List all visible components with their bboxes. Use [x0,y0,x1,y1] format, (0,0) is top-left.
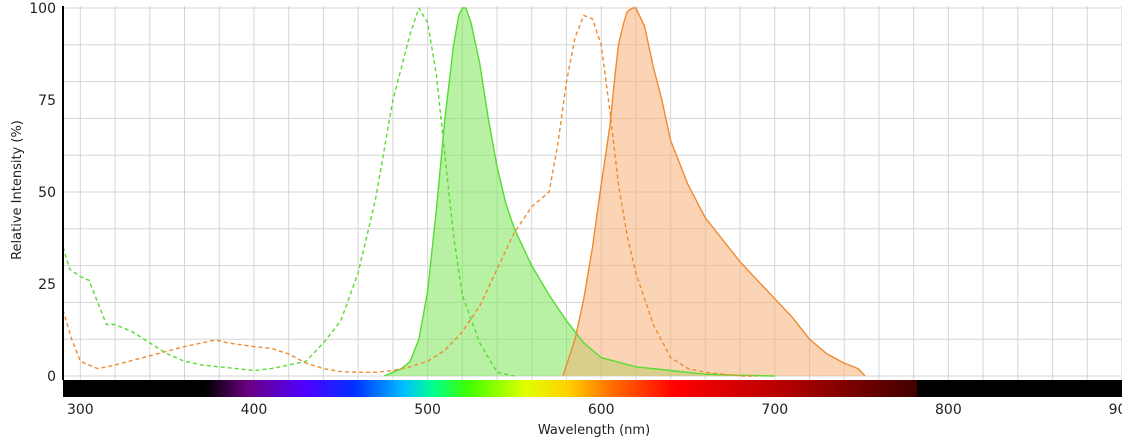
tick-labels: 300 400 500 600 700 800 900 0 25 50 75 100 [29,1,1122,418]
series-1-line [383,7,775,377]
x-tick-label: 700 [761,402,788,418]
x-tick-label: 500 [414,402,441,418]
series-2-line [62,14,758,377]
y-tick-label: 50 [38,185,56,201]
filled-series [384,8,866,376]
x-tick-label: 400 [241,402,268,418]
y-tick-label: 100 [29,1,56,17]
x-axis-label: Wavelength (nm) [538,423,650,438]
series-3-area [563,8,866,376]
y-tick-label: 25 [38,277,56,293]
series-1-area [384,8,775,376]
x-tick-label: 900 [1109,402,1122,418]
series-lines [62,7,866,377]
x-tick-label: 300 [67,402,94,418]
x-tick-label: 800 [935,402,962,418]
y-axis-label: Relative Intensity (%) [10,120,25,260]
series-3-line [562,7,866,377]
x-tick-label: 600 [588,402,615,418]
spectrum-bar-rainbow [205,380,917,397]
y-tick-label: 0 [47,369,56,385]
y-tick-label: 75 [38,93,56,109]
